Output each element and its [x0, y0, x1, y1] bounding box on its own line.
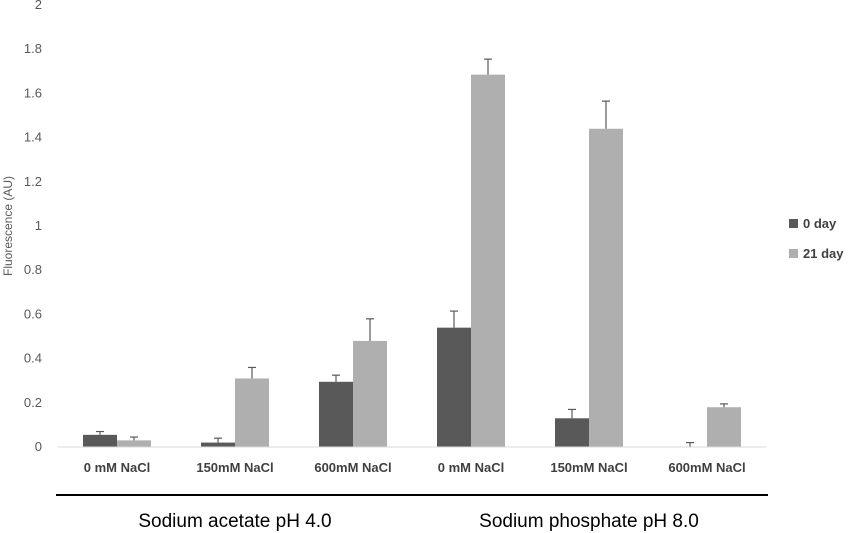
category-label: 600mM NaCl — [314, 460, 391, 475]
bar-21-day — [471, 74, 505, 448]
category-label: 150mM NaCl — [550, 460, 627, 475]
bar-21-day — [117, 440, 151, 447]
bar-0-day — [555, 418, 589, 447]
category-label: 150mM NaCl — [196, 460, 273, 475]
y-tick-label: 0.2 — [24, 395, 42, 410]
bar-0-day — [319, 381, 353, 447]
y-tick-label: 0.8 — [24, 262, 42, 277]
category-label: 0 mM NaCl — [84, 460, 150, 475]
y-tick-label: 2 — [35, 0, 42, 12]
y-tick-label: 0 — [35, 439, 42, 454]
legend-swatch — [789, 219, 798, 228]
y-tick-label: 1 — [35, 218, 42, 233]
y-tick-label: 1.2 — [24, 174, 42, 189]
y-tick-label: 0.4 — [24, 351, 42, 366]
legend: 0 day 21 day — [789, 216, 844, 261]
category-label: 0 mM NaCl — [438, 460, 504, 475]
y-tick-label: 0.6 — [24, 306, 42, 321]
bar-21-day — [707, 407, 741, 447]
legend-swatch — [789, 249, 798, 258]
bar-21-day — [353, 340, 387, 447]
y-tick-label: 1.6 — [24, 85, 42, 100]
bar-21-day — [235, 378, 269, 447]
bar-21-day — [589, 128, 623, 447]
error-bars — [96, 58, 728, 447]
bar-0-day — [201, 442, 235, 447]
category-labels: 0 mM NaCl 150mM NaCl 600mM NaCl 0 mM NaCl 15… — [84, 460, 746, 475]
category-label: 600mM NaCl — [668, 460, 745, 475]
y-tick-label: 1.8 — [24, 41, 42, 56]
legend-label: 21 day — [803, 246, 844, 261]
group-labels: Sodium acetate pH 4.0 Sodium phosphate pH… — [56, 494, 768, 532]
bar-0-day — [437, 327, 471, 447]
y-tick-label: 1.4 — [24, 130, 42, 145]
y-axis-title: Fluorescence (AU) — [1, 176, 15, 276]
bars — [83, 74, 741, 448]
legend-label: 0 day — [803, 216, 837, 231]
bar-0-day — [83, 434, 117, 447]
group-label: Sodium acetate pH 4.0 — [138, 511, 331, 532]
group-label: Sodium phosphate pH 8.0 — [479, 511, 699, 532]
y-axis-ticks: 0 0.2 0.4 0.6 0.8 1 1.2 1.4 1.6 1.8 2 — [24, 0, 42, 454]
